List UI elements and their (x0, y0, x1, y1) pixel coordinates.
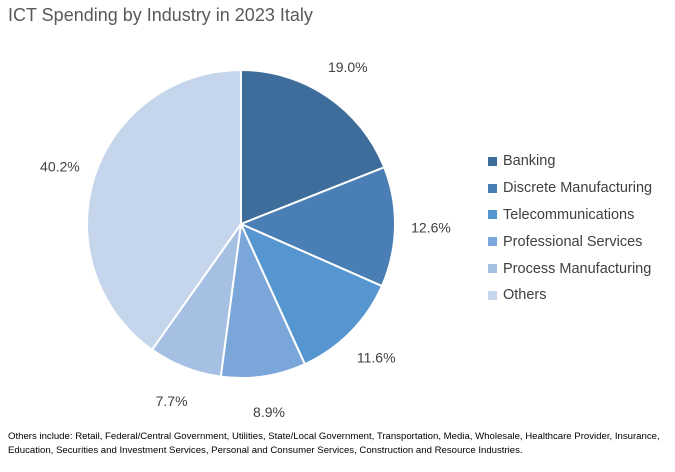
data-label-others: 40.2% (40, 158, 80, 174)
legend-swatch-process-manufacturing (488, 264, 497, 274)
pie-slice-professional-services (219, 220, 307, 379)
legend-item-professional-services: Professional Services (488, 228, 652, 255)
legend-label-professional-services: Professional Services (503, 233, 643, 250)
footnote: Others include: Retail, Federal/Central … (8, 431, 660, 456)
legend-label-discrete-manufacturing: Discrete Manufacturing (503, 180, 653, 197)
legend-label-others: Others (503, 287, 547, 304)
pie-slice-others (86, 68, 242, 352)
legend-item-discrete-manufacturing: Discrete Manufacturing (488, 175, 652, 202)
legend-swatch-banking (488, 156, 497, 166)
pie-slice-discrete-manufacturing (238, 166, 396, 288)
data-label-banking: 19.0% (328, 59, 368, 75)
pie-chart: 19.0% 12.6% 11.6% 8.9% 7.7% 40.2% (40, 59, 451, 420)
legend-label-process-manufacturing: Process Manufacturing (503, 260, 652, 277)
legend-swatch-discrete-manufacturing (488, 183, 497, 193)
data-label-professional-services: 8.9% (253, 404, 285, 420)
legend-swatch-professional-services (488, 237, 497, 247)
legend-swatch-others (488, 290, 497, 300)
data-label-telecommunications: 11.6% (357, 350, 396, 366)
data-label-process-manufacturing: 7.7% (156, 393, 188, 409)
legend-item-telecommunications: Telecommunications (488, 202, 652, 229)
legend-item-process-manufacturing: Process Manufacturing (488, 255, 652, 282)
data-label-discrete-manufacturing: 12.6% (411, 220, 451, 236)
chart-title: ICT Spending by Industry in 2023 Italy (8, 5, 313, 25)
pie-slice-telecommunications (239, 222, 384, 366)
legend-label-banking: Banking (503, 153, 556, 170)
legend: Banking Discrete Manufacturing Telecommu… (488, 148, 652, 309)
legend-item-others: Others (488, 282, 652, 309)
legend-swatch-telecommunications (488, 210, 497, 220)
pie-slice-banking (240, 68, 386, 226)
legend-label-telecommunications: Telecommunications (503, 206, 635, 223)
legend-item-banking: Banking (488, 148, 652, 175)
